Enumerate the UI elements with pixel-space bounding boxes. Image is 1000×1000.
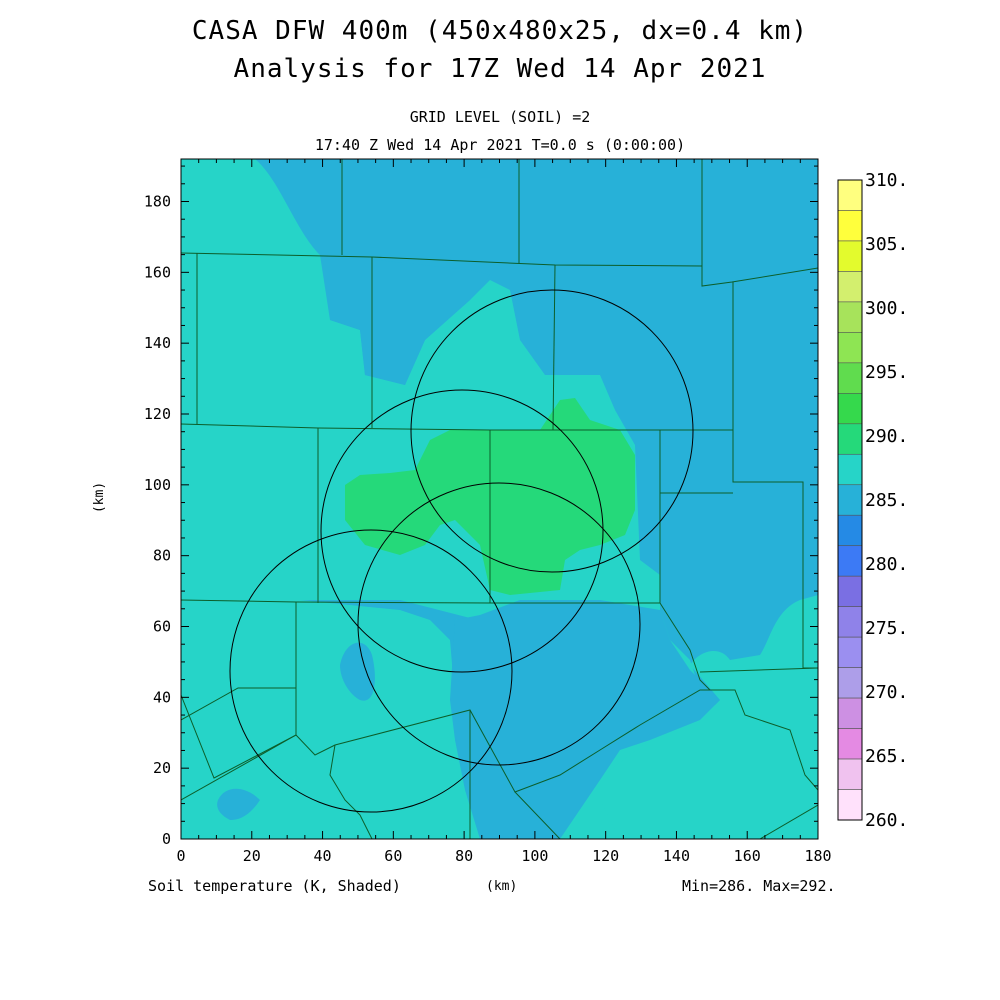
- colorbar-label: 310.: [865, 170, 908, 191]
- field-285-hole-south: [450, 600, 720, 839]
- field-285-hole-north: [330, 255, 490, 385]
- x-tick-label: 160: [734, 847, 761, 865]
- x-tick-label: 0: [176, 847, 185, 865]
- y-tick-label: 80: [153, 547, 171, 565]
- field-285-spot-2: [217, 788, 260, 820]
- x-tick-label: 180: [804, 847, 831, 865]
- colorbar-segment: [837, 393, 863, 425]
- colorbar-segment: [837, 667, 863, 699]
- y-axis-label: (km): [92, 481, 108, 514]
- colorbar-label: 290.: [865, 426, 908, 447]
- y-tick-label: 20: [153, 759, 171, 777]
- x-tick-label: 100: [521, 847, 548, 865]
- colorbar-segment: [837, 210, 863, 242]
- plot-title: CASA DFW 400m (450x480x25, dx=0.4 km): [191, 16, 809, 46]
- colorbar-segment: [837, 484, 863, 516]
- plot-subtitle: Analysis for 17Z Wed 14 Apr 2021: [233, 54, 767, 84]
- colorbar-segment: [837, 332, 863, 364]
- colorbar-segment: [837, 453, 863, 486]
- colorbar-label: 280.: [865, 554, 908, 575]
- colorbar-label: 260.: [865, 810, 908, 831]
- x-tick-label: 140: [663, 847, 690, 865]
- colorbar-segment: [837, 240, 863, 272]
- colorbar-segment: [837, 362, 863, 394]
- radar-circle-4: [357, 482, 641, 766]
- grid-level-label: GRID LEVEL (SOIL) =2: [409, 108, 591, 126]
- colorbar-label: 285.: [865, 490, 908, 511]
- colorbar-label: 305.: [865, 234, 908, 255]
- x-tick-label: 20: [243, 847, 261, 865]
- field-285-spot-1: [340, 642, 375, 701]
- colorbar-segment: [837, 514, 863, 547]
- colorbar-label: 295.: [865, 362, 908, 383]
- field-288-east: [600, 595, 818, 839]
- y-tick-label: 180: [144, 193, 171, 211]
- axis-ticks: [180, 159, 819, 840]
- colorbar: [837, 179, 863, 821]
- colorbar-segment: [837, 636, 863, 668]
- axis-tick-labels: 0 20 40 60 80 100 120 140 160 180 0 20 40 60 80 100 120 1…: [144, 193, 832, 866]
- y-tick-label: 0: [162, 830, 171, 848]
- valid-time-label: 17:40 Z Wed 14 Apr 2021 T=0.0 s (0:00:00…: [314, 136, 686, 154]
- colorbar-labels: 310. 305. 300. 295. 290. 285. 280. 275. 270. 265.…: [865, 170, 908, 831]
- y-tick-label: 40: [153, 688, 171, 706]
- y-tick-label: 160: [144, 263, 171, 281]
- colorbar-segment: [837, 545, 863, 577]
- colorbar-segment: [837, 606, 863, 638]
- county-lines: [181, 159, 818, 839]
- x-tick-label: 40: [314, 847, 332, 865]
- x-axis-label: (km): [486, 879, 518, 894]
- radar-circle-2: [320, 389, 604, 673]
- y-tick-label: 100: [144, 476, 171, 494]
- colorbar-segment: [837, 423, 863, 455]
- y-tick-label: 140: [144, 334, 171, 352]
- colorbar-frame: [837, 179, 863, 821]
- colorbar-segment: [837, 271, 863, 303]
- x-tick-label: 80: [455, 847, 473, 865]
- colorbar-segment: [837, 697, 863, 729]
- radar-range-circles: [229, 289, 694, 813]
- colorbar-segment: [837, 789, 863, 821]
- y-tick-label: 120: [144, 405, 171, 423]
- x-tick-label: 60: [384, 847, 402, 865]
- colorbar-segment: [837, 575, 863, 607]
- colorbar-label: 270.: [865, 682, 908, 703]
- colorbar-label: 265.: [865, 746, 908, 767]
- x-tick-label: 120: [592, 847, 619, 865]
- colorbar-segment: [837, 179, 863, 211]
- soil-temperature-field: [181, 159, 818, 839]
- colorbar-label: 275.: [865, 618, 908, 639]
- field-label: Soil temperature (K, Shaded): [148, 877, 401, 895]
- y-tick-label: 60: [153, 618, 171, 636]
- colorbar-label: 300.: [865, 298, 908, 319]
- radar-circle-1: [229, 529, 513, 813]
- radar-circle-3: [410, 289, 694, 573]
- min-max-label: Min=286. Max=292.: [682, 877, 836, 895]
- colorbar-segment: [837, 301, 863, 333]
- colorbar-segment: [837, 758, 863, 790]
- colorbar-segment: [837, 728, 863, 760]
